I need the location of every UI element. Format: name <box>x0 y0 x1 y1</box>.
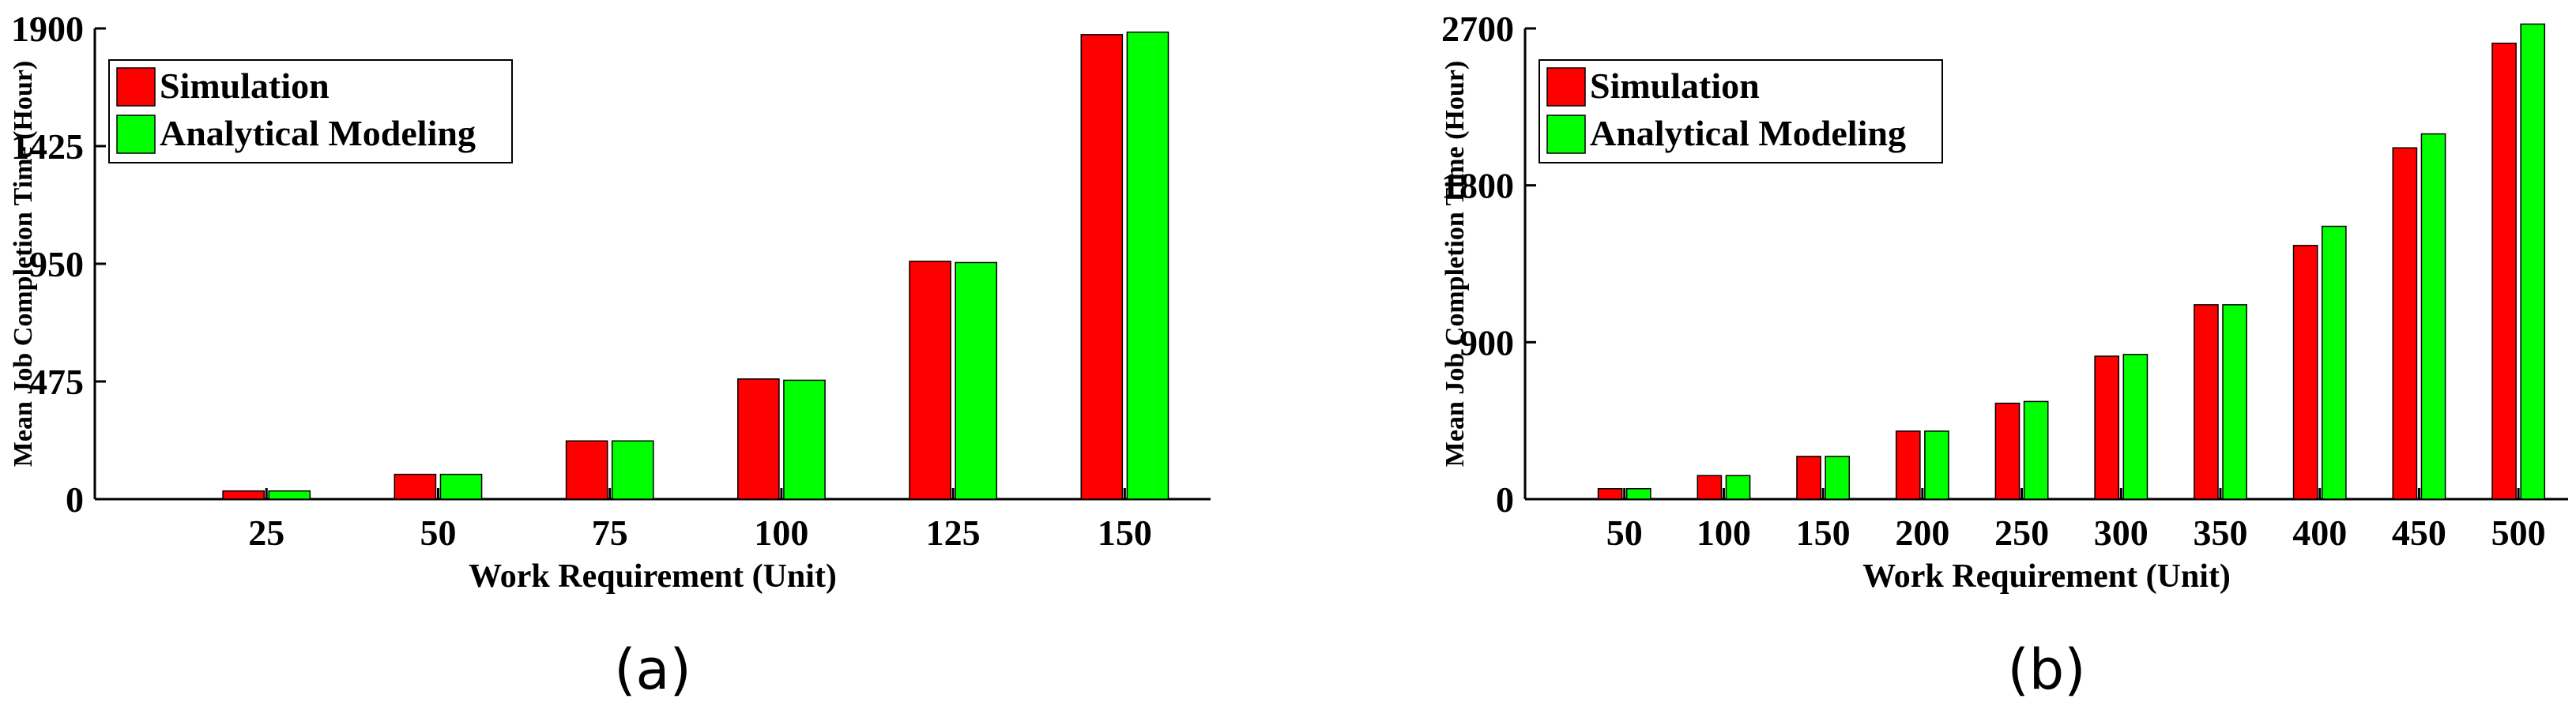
simulation-legend-swatch <box>116 67 156 107</box>
legend-entry: Simulation <box>1590 66 1760 106</box>
analytical-bar-75 <box>611 440 654 500</box>
chart-panel-2: 0 900 1800 2700 50 100 150 200 250 300 350 400 450 50… <box>1441 9 2568 702</box>
x-tick-label: 50 <box>420 513 456 553</box>
simulation-bar-500 <box>2491 43 2517 500</box>
y-axis-label: Mean Job Completion Time (Hour) <box>1441 61 1470 467</box>
x-tick-label: 350 <box>2194 513 2248 553</box>
simulation-bar-350 <box>2194 304 2219 500</box>
x-tick-label: 100 <box>1697 513 1751 553</box>
analytical-bar-200 <box>1924 430 1949 500</box>
simulation-legend-swatch <box>1546 67 1586 107</box>
simulation-bar-400 <box>2292 245 2318 500</box>
x-tick-label: 300 <box>2094 513 2149 553</box>
analytical-bar-250 <box>2023 400 2049 500</box>
analytical-bar-150 <box>1825 456 1851 500</box>
x-tick-label: 50 <box>1606 513 1643 553</box>
y-tick-label: 0 <box>66 479 84 520</box>
x-tick-label: 200 <box>1895 513 1949 553</box>
y-tick-label: 475 <box>29 362 84 402</box>
analytical-bar-400 <box>2321 225 2347 500</box>
legend-box <box>108 59 513 163</box>
analytical-bar-50 <box>1625 488 1651 500</box>
analytical-bar-300 <box>2122 354 2149 500</box>
analytical-bar-25 <box>268 490 311 500</box>
legend: Simulation Analytical Modeling <box>1538 59 1943 163</box>
x-axis-label: Work Requirement (Unit) <box>469 558 837 595</box>
panel-label: (a) <box>614 637 691 702</box>
simulation-bar-100 <box>1697 475 1723 500</box>
analytical-bar-50 <box>439 473 483 500</box>
x-tick-label: 75 <box>592 513 628 553</box>
x-axis-label: Work Requirement (Unit) <box>1862 558 2231 595</box>
y-tick-label: 900 <box>1459 322 1514 362</box>
simulation-bar-200 <box>1895 430 1921 500</box>
simulation-bar-50 <box>394 473 437 500</box>
simulation-bar-250 <box>1994 402 2021 500</box>
legend-entry: Simulation <box>160 66 330 106</box>
x-tick-label: 400 <box>2292 513 2347 553</box>
x-tick-label: 125 <box>926 513 981 553</box>
x-tick-label: 450 <box>2392 513 2446 553</box>
simulation-bar-450 <box>2392 147 2418 500</box>
simulation-bar-150 <box>1080 34 1124 500</box>
x-tick-label: 100 <box>754 513 808 553</box>
simulation-bar-25 <box>222 490 265 500</box>
simulation-bar-300 <box>2094 355 2120 500</box>
analytical-bar-350 <box>2222 304 2247 500</box>
legend-entry: Analytical Modeling <box>160 113 476 153</box>
panel-label: (b) <box>2007 637 2085 702</box>
y-tick-label: 1800 <box>1441 166 1514 206</box>
analytical-bar-100 <box>783 379 826 500</box>
y-tick-label: 1900 <box>11 9 84 49</box>
simulation-bar-150 <box>1796 456 1821 500</box>
analytical-bar-500 <box>2520 23 2546 500</box>
x-tick-label: 150 <box>1796 513 1851 553</box>
analytical-bar-100 <box>1725 475 1751 500</box>
simulation-bar-50 <box>1597 488 1623 500</box>
simulation-bar-75 <box>565 440 608 500</box>
legend-entry: Analytical Modeling <box>1590 113 1906 153</box>
x-tick-label: 250 <box>1994 513 2049 553</box>
legend-box <box>1538 59 1943 163</box>
simulation-bar-125 <box>909 261 951 500</box>
x-tick-label: 150 <box>1098 513 1152 553</box>
simulation-bar-100 <box>737 378 780 500</box>
y-axis-label: Mean Job Completion Time (Hour) <box>9 61 38 467</box>
analytical-bar-450 <box>2420 133 2446 500</box>
x-tick-label: 500 <box>2491 513 2546 553</box>
analytical-bar-150 <box>1126 31 1169 500</box>
analytical-legend-swatch <box>1546 115 1586 154</box>
analytical-bar-125 <box>955 261 998 500</box>
x-tick-label: 25 <box>248 513 284 553</box>
legend: Simulation Analytical Modeling <box>108 59 513 163</box>
y-tick-label: 1425 <box>11 126 84 167</box>
y-tick-label: 950 <box>29 244 84 284</box>
chart-panel-1: 0 475 950 1425 1900 25 50 75 100 125 150 Work Requi… <box>9 9 1211 702</box>
analytical-legend-swatch <box>116 115 156 154</box>
y-tick-label: 0 <box>1496 479 1514 520</box>
y-tick-label: 2700 <box>1441 9 1514 49</box>
